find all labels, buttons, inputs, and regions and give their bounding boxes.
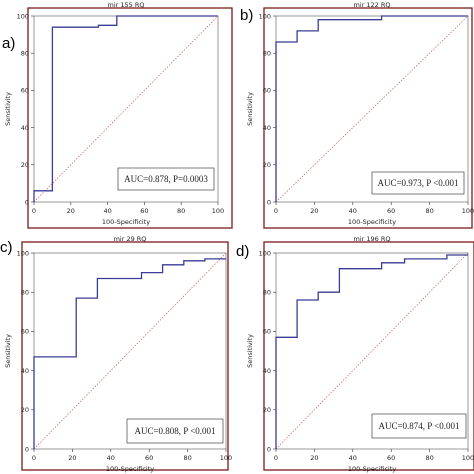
chart-title: mir 196 RQ [354, 235, 391, 243]
x-tick-label: 40 [107, 454, 115, 462]
panel-label: b) [240, 7, 253, 24]
y-tick-label: 40 [21, 124, 29, 132]
y-axis-label: Sensitivity [4, 334, 12, 368]
panel-frame [27, 7, 233, 229]
y-tick-label: 20 [21, 406, 29, 414]
x-tick-label: 20 [67, 207, 75, 215]
auc-annotation-box [126, 418, 224, 444]
y-tick-label: 0 [267, 445, 271, 453]
y-tick-label: 40 [263, 124, 271, 132]
auc-annotation: AUC=0.973, P <0.001 [377, 178, 458, 188]
auc-annotation-box [371, 171, 465, 195]
x-tick-label: 80 [183, 454, 191, 462]
y-tick-label: 60 [21, 87, 29, 95]
y-tick-label: 20 [21, 161, 29, 169]
chart-title: mir 122 RQ [354, 1, 391, 9]
panel-frame [263, 241, 474, 471]
x-tick-label: 80 [425, 454, 433, 462]
x-tick-label: 20 [310, 454, 318, 462]
y-tick-label: 60 [263, 328, 271, 336]
x-tick-label: 20 [68, 454, 76, 462]
auc-annotation: AUC=0.808, P <0.001 [134, 426, 215, 436]
y-tick-label: 100 [259, 249, 271, 257]
y-tick-label: 0 [25, 198, 29, 206]
panel-label: a) [2, 35, 15, 52]
reference-diagonal [275, 15, 469, 203]
x-tick-label: 60 [387, 454, 395, 462]
x-axis-label: 100-Specificity [102, 218, 150, 226]
roc-panel: c) mir 29 RQ Sensitivity 100-Specificity 0 20… [0, 235, 232, 473]
y-tick-label: 40 [263, 367, 271, 375]
y-axis-label: Sensitivity [246, 334, 254, 368]
roc-curve-line [33, 258, 226, 449]
x-tick-label: 100 [220, 454, 232, 462]
roc-panel: b) mir 122 RQ Sensitivity 100-Specificity 0 2… [240, 1, 474, 229]
x-tick-label: 60 [140, 207, 148, 215]
panel-label: d) [236, 243, 249, 260]
panel-label: c) [0, 239, 13, 256]
x-tick-label: 80 [177, 207, 185, 215]
roc-curve-line [275, 254, 468, 449]
panel-frame [21, 241, 229, 471]
auc-annotation: AUC=0.878, P=0.0003 [124, 174, 208, 184]
chart-title: mir 29 RQ [114, 235, 147, 243]
x-tick-label: 40 [349, 454, 357, 462]
y-tick-label: 20 [263, 161, 271, 169]
y-tick-label: 100 [259, 12, 271, 20]
y-axis-label: Sensitivity [4, 92, 12, 126]
plot-area [33, 252, 227, 450]
y-tick-label: 80 [263, 50, 271, 58]
panel-frame [263, 7, 473, 229]
y-tick-label: 60 [263, 87, 271, 95]
x-tick-label: 80 [425, 207, 433, 215]
y-tick-label: 20 [263, 406, 271, 414]
x-tick-label: 0 [274, 207, 278, 215]
x-tick-label: 40 [349, 207, 357, 215]
x-tick-label: 0 [32, 454, 36, 462]
x-tick-label: 60 [387, 207, 395, 215]
auc-annotation: AUC=0.874, P <0.001 [378, 421, 459, 431]
x-tick-label: 100 [212, 207, 224, 215]
x-tick-label: 20 [310, 207, 318, 215]
x-axis-label: 100-Specificity [106, 465, 154, 473]
roc-panel: d) mir 196 RQ Sensitivity 100-Specificity 0 2… [236, 235, 474, 473]
y-tick-label: 0 [267, 198, 271, 206]
x-tick-label: 60 [145, 454, 153, 462]
x-tick-label: 100 [462, 454, 474, 462]
y-tick-label: 60 [21, 328, 29, 336]
y-tick-label: 0 [25, 445, 29, 453]
auc-annotation-box [371, 413, 467, 439]
auc-annotation-box [117, 167, 215, 191]
y-tick-label: 80 [263, 289, 271, 297]
y-tick-label: 40 [21, 367, 29, 375]
y-tick-label: 80 [21, 289, 29, 297]
x-tick-label: 0 [32, 207, 36, 215]
x-axis-label: 100-Specificity [348, 465, 396, 473]
roc-panel: a) mir 155 RQ Sensitivity 100-Specificity 0 2… [2, 1, 233, 229]
roc-curve-line [33, 15, 218, 202]
reference-diagonal [275, 252, 469, 450]
x-tick-label: 100 [462, 207, 474, 215]
x-tick-label: 0 [274, 454, 278, 462]
x-tick-label: 40 [103, 207, 111, 215]
y-tick-label: 80 [21, 50, 29, 58]
y-tick-label: 100 [17, 12, 29, 20]
reference-diagonal [33, 252, 227, 450]
roc-curve-line [275, 15, 468, 202]
y-tick-label: 100 [17, 249, 29, 257]
x-axis-label: 100-Specificity [348, 218, 396, 226]
y-axis-label: Sensitivity [246, 92, 254, 126]
chart-title: mir 155 RQ [108, 1, 145, 9]
